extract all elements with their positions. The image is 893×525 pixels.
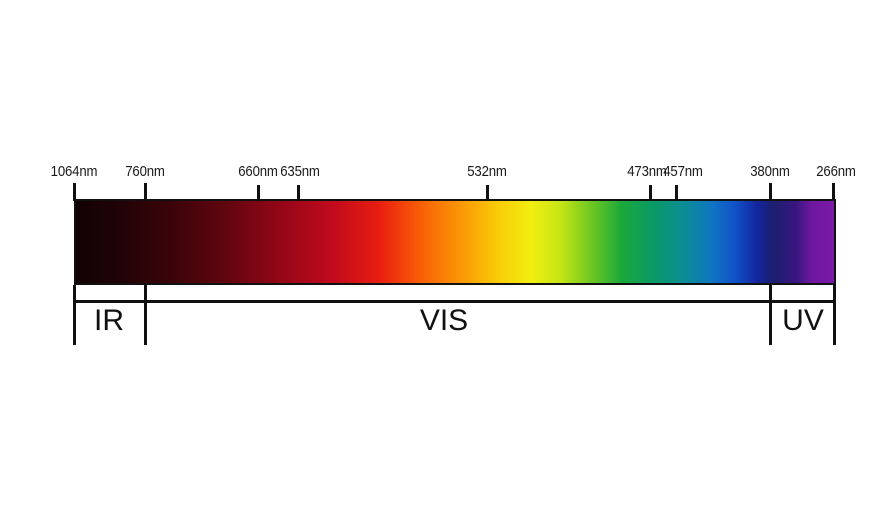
region-boundary-380nm xyxy=(769,285,772,345)
tick-label-1064nm: 1064nm xyxy=(50,163,98,180)
region-boundary-1064nm xyxy=(73,285,76,345)
tick-label-760nm: 760nm xyxy=(125,163,165,180)
region-label-uv: UV xyxy=(782,304,824,337)
region-boundary-760nm xyxy=(144,285,147,345)
tick-mark-1064nm xyxy=(73,183,76,201)
tick-mark-660nm xyxy=(257,185,260,200)
tick-label-266nm: 266nm xyxy=(816,163,856,180)
tick-mark-380nm xyxy=(769,183,772,201)
tick-mark-532nm xyxy=(486,185,489,200)
spectrum-color-band xyxy=(74,199,836,285)
region-label-ir: IR xyxy=(94,304,124,337)
tick-mark-266nm xyxy=(832,183,835,201)
tick-mark-760nm xyxy=(144,183,147,201)
tick-label-660nm: 660nm xyxy=(238,163,278,180)
region-divider-line xyxy=(74,300,836,303)
tick-label-380nm: 380nm xyxy=(750,163,790,180)
tick-label-457nm: 457nm xyxy=(663,163,703,180)
tick-mark-473nm xyxy=(649,185,652,200)
tick-label-635nm: 635nm xyxy=(280,163,320,180)
tick-label-532nm: 532nm xyxy=(467,163,507,180)
region-boundary-266nm xyxy=(833,285,836,345)
tick-label-473nm: 473nm xyxy=(627,163,667,180)
tick-mark-635nm xyxy=(297,185,300,200)
region-label-vis: VIS xyxy=(419,304,469,337)
tick-mark-457nm xyxy=(675,185,678,200)
